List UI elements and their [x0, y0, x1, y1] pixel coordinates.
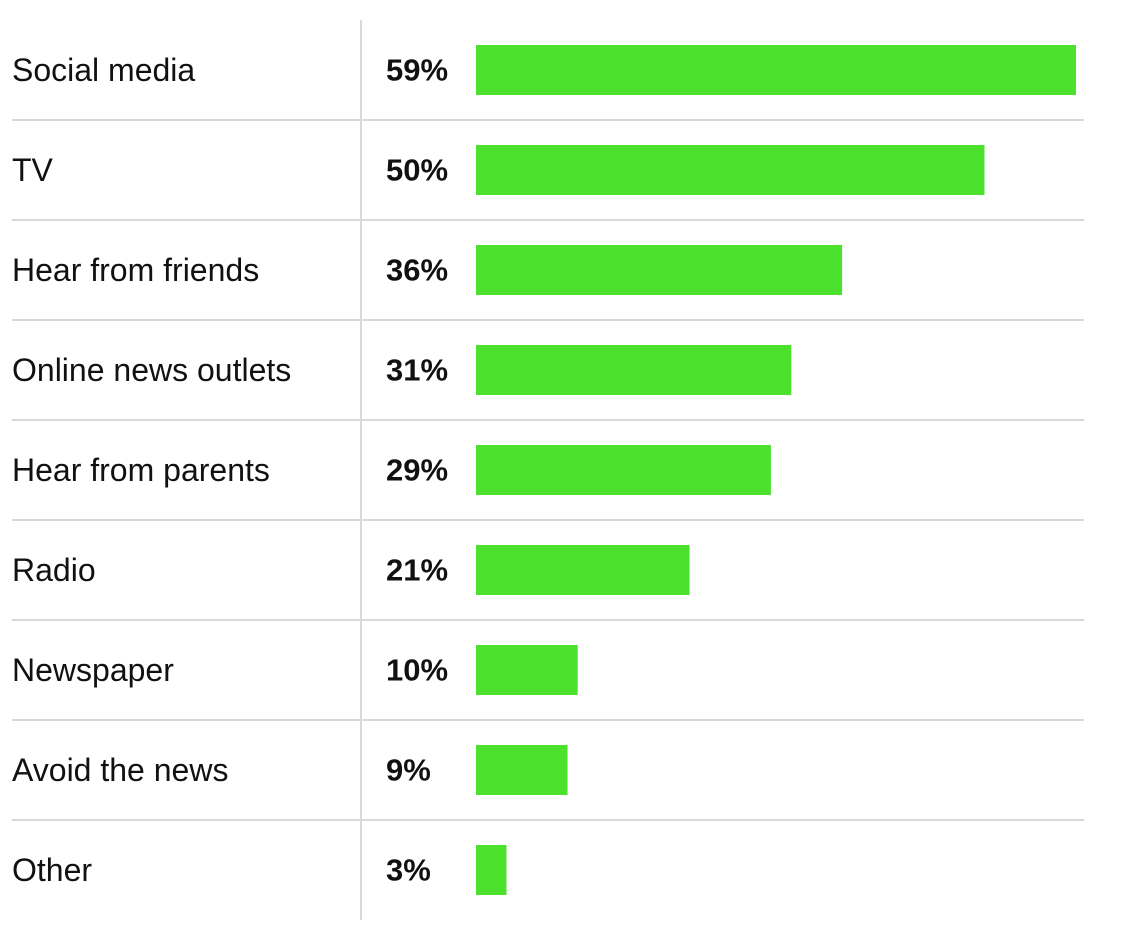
value-label: 36%: [386, 253, 448, 288]
category-label: Newspaper: [12, 652, 174, 688]
bar: [476, 745, 568, 795]
bar: [476, 545, 690, 595]
chart-row: TV 50%: [12, 145, 985, 195]
category-label: Avoid the news: [12, 752, 228, 788]
value-label: 9%: [386, 753, 431, 788]
chart-row: Avoid the news 9%: [12, 745, 568, 795]
chart-row: Other 3%: [12, 845, 507, 895]
bar: [476, 345, 792, 395]
chart-row: Hear from friends 36%: [12, 245, 843, 295]
value-label: 3%: [386, 853, 431, 888]
value-label: 10%: [386, 653, 448, 688]
chart-row: Radio 21%: [12, 545, 690, 595]
category-label: TV: [12, 152, 54, 188]
bar: [476, 245, 843, 295]
category-label: Hear from friends: [12, 252, 259, 288]
value-label: 31%: [386, 353, 448, 388]
chart-row: Social media 59%: [12, 45, 1076, 95]
value-label: 21%: [386, 553, 448, 588]
chart-row: Hear from parents 29%: [12, 445, 771, 495]
row-dividers: [12, 119, 1084, 821]
bar: [476, 645, 578, 695]
category-label: Online news outlets: [12, 352, 291, 388]
chart-row: Online news outlets 31%: [12, 345, 792, 395]
bar: [476, 445, 771, 495]
chart-row: Newspaper 10%: [12, 645, 578, 695]
category-label: Social media: [12, 52, 195, 88]
bar: [476, 145, 985, 195]
value-label: 29%: [386, 453, 448, 488]
category-label: Radio: [12, 552, 96, 588]
bar: [476, 45, 1076, 95]
value-label: 59%: [386, 53, 448, 88]
category-label: Hear from parents: [12, 452, 270, 488]
category-label: Other: [12, 852, 92, 888]
bar: [476, 845, 507, 895]
value-label: 50%: [386, 153, 448, 188]
chart-rows: Social media 59% TV 50% Hear from friends 36%…: [12, 45, 1076, 895]
